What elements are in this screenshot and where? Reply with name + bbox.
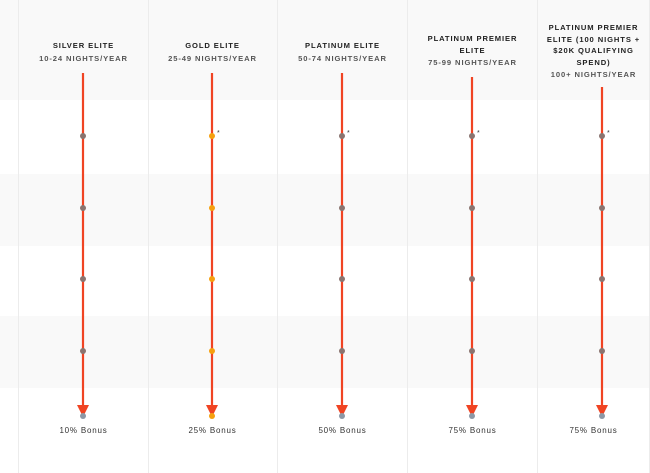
milestone-dot xyxy=(339,348,345,354)
asterisk-note: * xyxy=(217,130,220,137)
tier-bonus: 75% Bonus xyxy=(569,426,618,435)
milestone-dot xyxy=(339,133,345,139)
row-band xyxy=(0,174,650,246)
milestone-dot xyxy=(339,276,345,282)
milestone-dot xyxy=(209,276,215,282)
milestone-dot xyxy=(80,276,86,282)
milestone-dot xyxy=(80,133,86,139)
tier-column: GOLD ELITE 25-49 NIGHTS/YEAR 25% Bonus xyxy=(148,0,278,473)
milestone-dot xyxy=(469,348,475,354)
row-band xyxy=(0,0,650,100)
tier-title: SPEND) xyxy=(576,57,611,67)
tier-title: PLATINUM PREMIER xyxy=(427,34,518,43)
milestone-dot xyxy=(209,348,215,354)
arrow-head xyxy=(206,405,218,417)
tier-nights: 100+ NIGHTS/YEAR xyxy=(550,70,637,79)
milestone-dot xyxy=(469,133,475,139)
arrow-head xyxy=(336,405,348,417)
milestone-dot xyxy=(599,348,605,354)
milestone-dot xyxy=(599,276,605,282)
tier-title: $20K QUALIFYING xyxy=(553,46,634,55)
end-dot xyxy=(469,413,475,419)
end-dot xyxy=(209,413,215,419)
tier-nights: 25-49 NIGHTS/YEAR xyxy=(168,53,257,63)
tier-column: PLATINUM PREMIER ELITE 75-99 NIGHTS/YEAR 75… xyxy=(408,0,538,473)
tier-column: PLATINUM ELITE 50-74 NIGHTS/YEAR 50% Bonus xyxy=(278,0,408,473)
tier-title: PLATINUM ELITE xyxy=(305,41,380,50)
tier-title: SILVER ELITE xyxy=(52,41,115,50)
milestone-dot xyxy=(80,348,86,354)
tier-bonus: 50% Bonus xyxy=(318,426,367,435)
tier-bonus: 10% Bonus xyxy=(59,426,108,435)
end-dot xyxy=(599,413,605,419)
arrow-head xyxy=(77,405,89,417)
tier-nights: 10-24 NIGHTS/YEAR xyxy=(39,53,128,63)
tier-nights: 75-99 NIGHTS/YEAR xyxy=(428,58,517,67)
milestone-dot xyxy=(599,133,605,139)
column-divider xyxy=(18,0,19,473)
milestone-dot xyxy=(209,205,215,211)
milestone-dot xyxy=(80,205,86,211)
milestone-dot xyxy=(469,205,475,211)
tier-title: PLATINUM PREMIER xyxy=(548,23,639,32)
milestone-dot xyxy=(339,205,345,211)
arrow-head xyxy=(466,405,478,417)
milestone-dot xyxy=(209,133,215,139)
row-band xyxy=(0,316,650,388)
milestone-dot xyxy=(469,276,475,282)
end-dot xyxy=(339,413,345,419)
tier-title: ELITE (100 NIGHTS + xyxy=(546,34,641,44)
tier-bonus: 25% Bonus xyxy=(188,426,237,435)
tier-title: GOLD ELITE xyxy=(185,41,240,50)
tier-title: ELITE xyxy=(459,45,486,55)
tier-nights: 50-74 NIGHTS/YEAR xyxy=(298,53,387,63)
asterisk-note: * xyxy=(607,130,610,137)
arrow-head xyxy=(596,405,608,417)
asterisk-note: * xyxy=(477,130,480,137)
asterisk-note: * xyxy=(347,130,350,137)
tier-bonus: 75% Bonus xyxy=(448,426,497,435)
milestone-dot xyxy=(599,205,605,211)
tier-column: SILVER ELITE 10-24 NIGHTS/YEAR 10% Bonus xyxy=(19,0,149,473)
end-dot xyxy=(80,413,86,419)
